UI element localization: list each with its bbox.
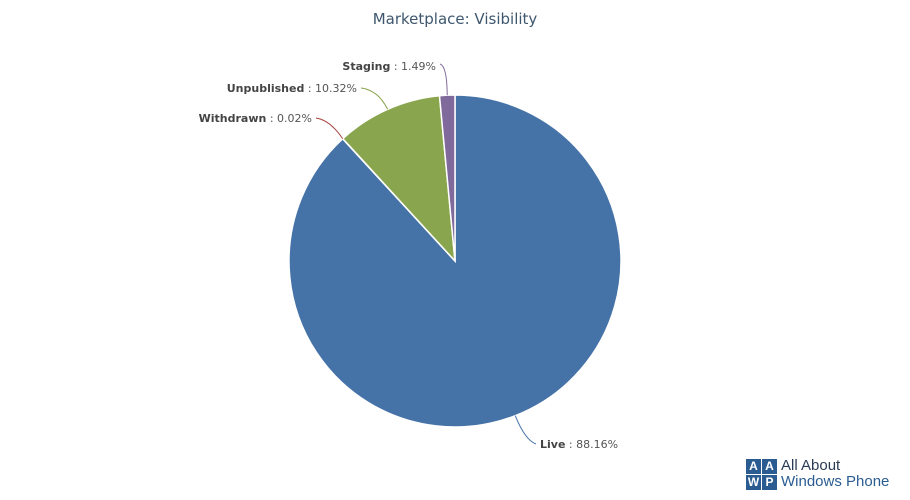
logo-letter: A <box>746 458 761 474</box>
slice-name: Staging <box>342 60 390 73</box>
logo-line2: Windows Phone <box>781 473 890 490</box>
all-about-windows-phone-logo: A A W P All About Windows Phone <box>746 458 889 490</box>
label-connector <box>439 63 448 96</box>
data-label-withdrawn: Withdrawn : 0.02% <box>199 112 312 125</box>
data-label-staging: Staging : 1.49% <box>342 60 436 73</box>
logo-mark: A A W P <box>746 458 777 490</box>
logo-line1: All About <box>781 457 841 474</box>
slice-value: : 10.32% <box>304 82 357 95</box>
logo-letter: A <box>762 458 777 474</box>
logo-letter: P <box>762 474 777 490</box>
slice-name: Withdrawn <box>199 112 267 125</box>
label-connector <box>514 415 537 445</box>
label-connector <box>360 87 389 110</box>
logo-letter: W <box>746 474 761 490</box>
slice-value: : 0.02% <box>266 112 312 125</box>
slice-value: : 88.16% <box>565 438 618 451</box>
slice-name: Live <box>540 438 565 451</box>
slice-name: Unpublished <box>227 82 305 95</box>
pie-slice-unpublished[interactable] <box>341 94 456 264</box>
data-label-live: Live : 88.16% <box>540 438 618 451</box>
slice-value: : 1.49% <box>390 60 436 73</box>
chart-title: Marketplace: Visibility <box>373 10 538 28</box>
data-label-unpublished: Unpublished : 10.32% <box>227 82 357 95</box>
label-connector <box>315 117 344 140</box>
